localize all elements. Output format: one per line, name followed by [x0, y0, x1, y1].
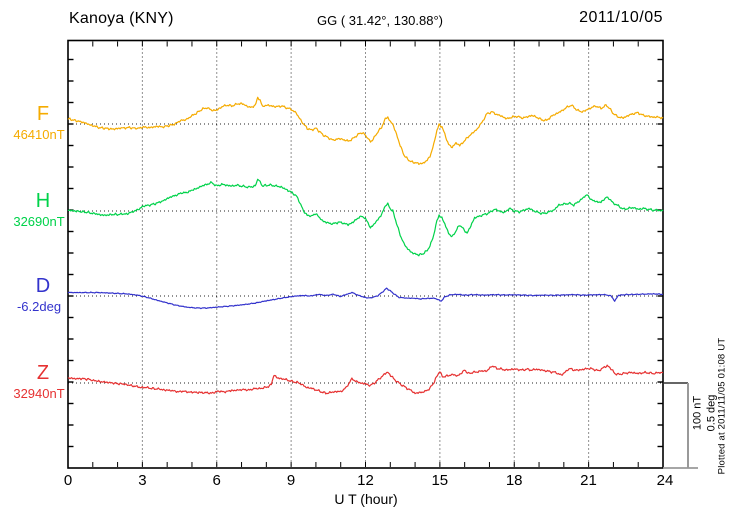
channel-F-label: F	[36, 103, 50, 125]
trace-H	[67, 178, 664, 257]
x-tick-label-15: 15	[431, 472, 449, 489]
channel-D-baseline-value: -6.2deg	[16, 299, 62, 314]
plot-date: 2011/10/05	[579, 9, 663, 26]
scale-bar-label: 100 nT 0.5 deg	[691, 395, 719, 432]
x-tick-label-24: 24	[656, 472, 674, 489]
channel-D-label: D	[35, 275, 51, 297]
geographic-coordinates: GG ( 31.42°, 130.88°)	[316, 13, 444, 28]
plot-frame	[67, 39, 664, 469]
x-tick-label-6: 6	[212, 472, 221, 489]
channel-Z-baseline-value: 32940nT	[13, 386, 65, 401]
trace-Z	[67, 364, 664, 395]
trace-F	[67, 96, 664, 165]
x-tick-label-12: 12	[357, 472, 374, 489]
scale-bar-nT: 100 nT	[691, 395, 704, 431]
channel-H-baseline-value: 32690nT	[13, 214, 65, 229]
plotted-timestamp: Plotted at 2011/11/05 01:08 UT	[716, 337, 728, 475]
channel-F-baseline-value: 46410nT	[13, 127, 65, 142]
x-tick-label-9: 9	[286, 472, 296, 489]
station-title: Kanoya (KNY)	[69, 10, 174, 27]
channel-Z-label: Z	[36, 362, 50, 384]
x-tick-label-21: 21	[580, 472, 597, 489]
x-tick-label-3: 3	[138, 472, 147, 489]
x-tick-label-18: 18	[505, 472, 523, 489]
x-axis-label: U T (hour)	[334, 491, 398, 507]
x-tick-label-0: 0	[63, 472, 73, 489]
trace-D	[67, 287, 663, 310]
channel-H-label: H	[35, 190, 51, 212]
